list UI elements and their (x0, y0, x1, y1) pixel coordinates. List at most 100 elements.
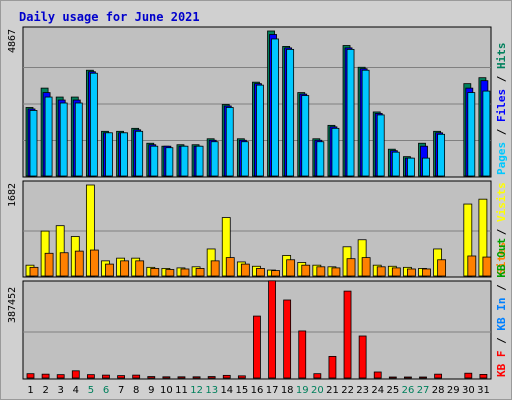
bar-sites-day-24 (376, 266, 386, 277)
bar-sites-day-5 (89, 249, 99, 277)
x-tick-label-day-15: 15 (236, 385, 249, 396)
legend-entry: Visits (495, 182, 508, 222)
bar-sites-day-12 (195, 268, 205, 277)
legend-entry: KB In (495, 298, 508, 331)
panel-1: 4867 Pages / Files / Hits (7, 26, 508, 178)
bar-kb_f-day-23 (358, 335, 367, 379)
bar-sites-day-28 (437, 259, 447, 277)
y-max-label: 1682 (7, 183, 18, 207)
x-tick-label-day-5: 5 (88, 385, 94, 396)
bar-kb_f-day-16 (253, 315, 261, 379)
bar-pages-day-10 (165, 147, 174, 177)
bar-kb_f-day-27 (419, 376, 427, 379)
bar-pages-day-12 (195, 145, 204, 177)
legend-entry: Sites (495, 242, 508, 275)
bar-pages-day-20 (316, 141, 325, 177)
bar-kb_f-day-13 (207, 376, 216, 379)
x-tick-label-day-25: 25 (387, 385, 400, 396)
bar-sites-day-23 (361, 257, 371, 277)
bar-kb_f-day-26 (404, 376, 412, 379)
bar-kb_f-day-9 (147, 376, 156, 379)
x-tick-label-day-12: 12 (190, 385, 203, 396)
legend-entry: / (495, 278, 508, 298)
bar-pages-day-5 (89, 72, 98, 177)
bar-pages-day-19 (301, 95, 310, 177)
y-max-label: 387452 (7, 287, 18, 323)
panel-legend: KB F / KB In / KB Out (495, 238, 508, 377)
bar-kb_f-day-8 (132, 374, 141, 379)
bar-pages-day-27 (422, 157, 430, 177)
bar-kb_f-day-1 (26, 373, 35, 379)
x-tick-label-day-30: 30 (462, 385, 475, 396)
bar-kb_f-day-28 (434, 373, 443, 379)
x-tick-label-day-27: 27 (417, 385, 430, 396)
bar-sites-day-3 (59, 252, 69, 277)
x-tick-label-day-11: 11 (175, 385, 188, 396)
bar-kb_f-day-11 (177, 376, 186, 379)
x-tick-label-day-31: 31 (477, 385, 490, 396)
panel-legend: Pages / Files / Hits (495, 43, 508, 176)
bar-kb_f-day-6 (102, 374, 110, 379)
x-tick-label-day-3: 3 (58, 385, 64, 396)
x-tick-label-day-7: 7 (118, 385, 124, 396)
y-max-label: 4867 (7, 29, 18, 53)
bar-sites-day-17 (271, 270, 280, 277)
x-tick-label-day-24: 24 (371, 385, 384, 396)
legend-entry: / (495, 222, 508, 242)
bar-kb_f-day-3 (56, 374, 65, 379)
bar-pages-day-15 (240, 141, 249, 177)
bar-pages-day-4 (74, 102, 83, 177)
panel-3: 387452 KB F / KB In / KB Out (7, 238, 508, 380)
bar-sites-day-22 (346, 258, 356, 277)
bar-sites-day-19 (301, 264, 311, 277)
x-tick-label-day-16: 16 (251, 385, 264, 396)
bar-sites-day-27 (422, 268, 431, 277)
bar-sites-day-10 (165, 269, 175, 277)
chart-panels: 4867 Pages / Files / Hits 1682 Sites / Visi… (7, 26, 508, 380)
panel-legend: Sites / Visits (495, 182, 508, 275)
bar-pages-day-8 (135, 130, 144, 177)
bar-kb_f-day-17 (268, 280, 276, 379)
bar-kb_f-day-20 (313, 373, 322, 379)
chart-title: Daily usage for June 2021 (19, 10, 200, 24)
bar-pages-day-31 (482, 90, 491, 177)
bar-sites-day-15 (240, 263, 250, 277)
x-tick-label-day-4: 4 (73, 385, 79, 396)
bar-pages-day-11 (180, 145, 189, 177)
bar-sites-day-8 (135, 260, 145, 277)
x-tick-label-day-8: 8 (133, 385, 139, 396)
bar-pages-day-2 (44, 96, 53, 177)
x-tick-label-day-17: 17 (266, 385, 279, 396)
legend-entry: / (495, 331, 508, 351)
bar-pages-day-16 (256, 84, 264, 177)
bar-pages-day-23 (361, 69, 370, 177)
x-tick-label-day-2: 2 (42, 385, 48, 396)
legend-entry: Pages (495, 142, 508, 175)
bar-pages-day-22 (346, 48, 355, 177)
bar-kb_f-day-21 (328, 355, 337, 379)
bar-pages-day-17 (271, 38, 279, 177)
bar-pages-day-18 (286, 48, 295, 177)
bar-pages-day-13 (210, 141, 219, 177)
bar-kb_f-day-30 (464, 372, 473, 379)
bar-kb_f-day-2 (41, 373, 50, 379)
bar-sites-day-20 (316, 266, 326, 277)
bar-kb_f-day-25 (388, 376, 397, 379)
x-tick-label-day-9: 9 (148, 385, 154, 396)
bar-sites-day-2 (44, 252, 54, 277)
bar-kb_f-day-5 (86, 374, 95, 379)
x-tick-label-day-19: 19 (296, 385, 309, 396)
x-tick-label-day-18: 18 (281, 385, 294, 396)
bar-kb_f-day-4 (71, 370, 80, 379)
bar-sites-day-11 (180, 268, 190, 277)
bar-sites-day-13 (210, 260, 220, 277)
bar-sites-day-30 (467, 255, 477, 277)
panel-2: 1682 Sites / Visits (7, 180, 508, 278)
panel-background (22, 180, 492, 278)
bar-pages-day-21 (331, 127, 340, 177)
bar-kb_f-day-15 (237, 375, 246, 379)
x-tick-label-day-6: 6 (103, 385, 109, 396)
bar-sites-day-16 (256, 268, 265, 277)
bar-kb_f-day-24 (373, 371, 382, 379)
